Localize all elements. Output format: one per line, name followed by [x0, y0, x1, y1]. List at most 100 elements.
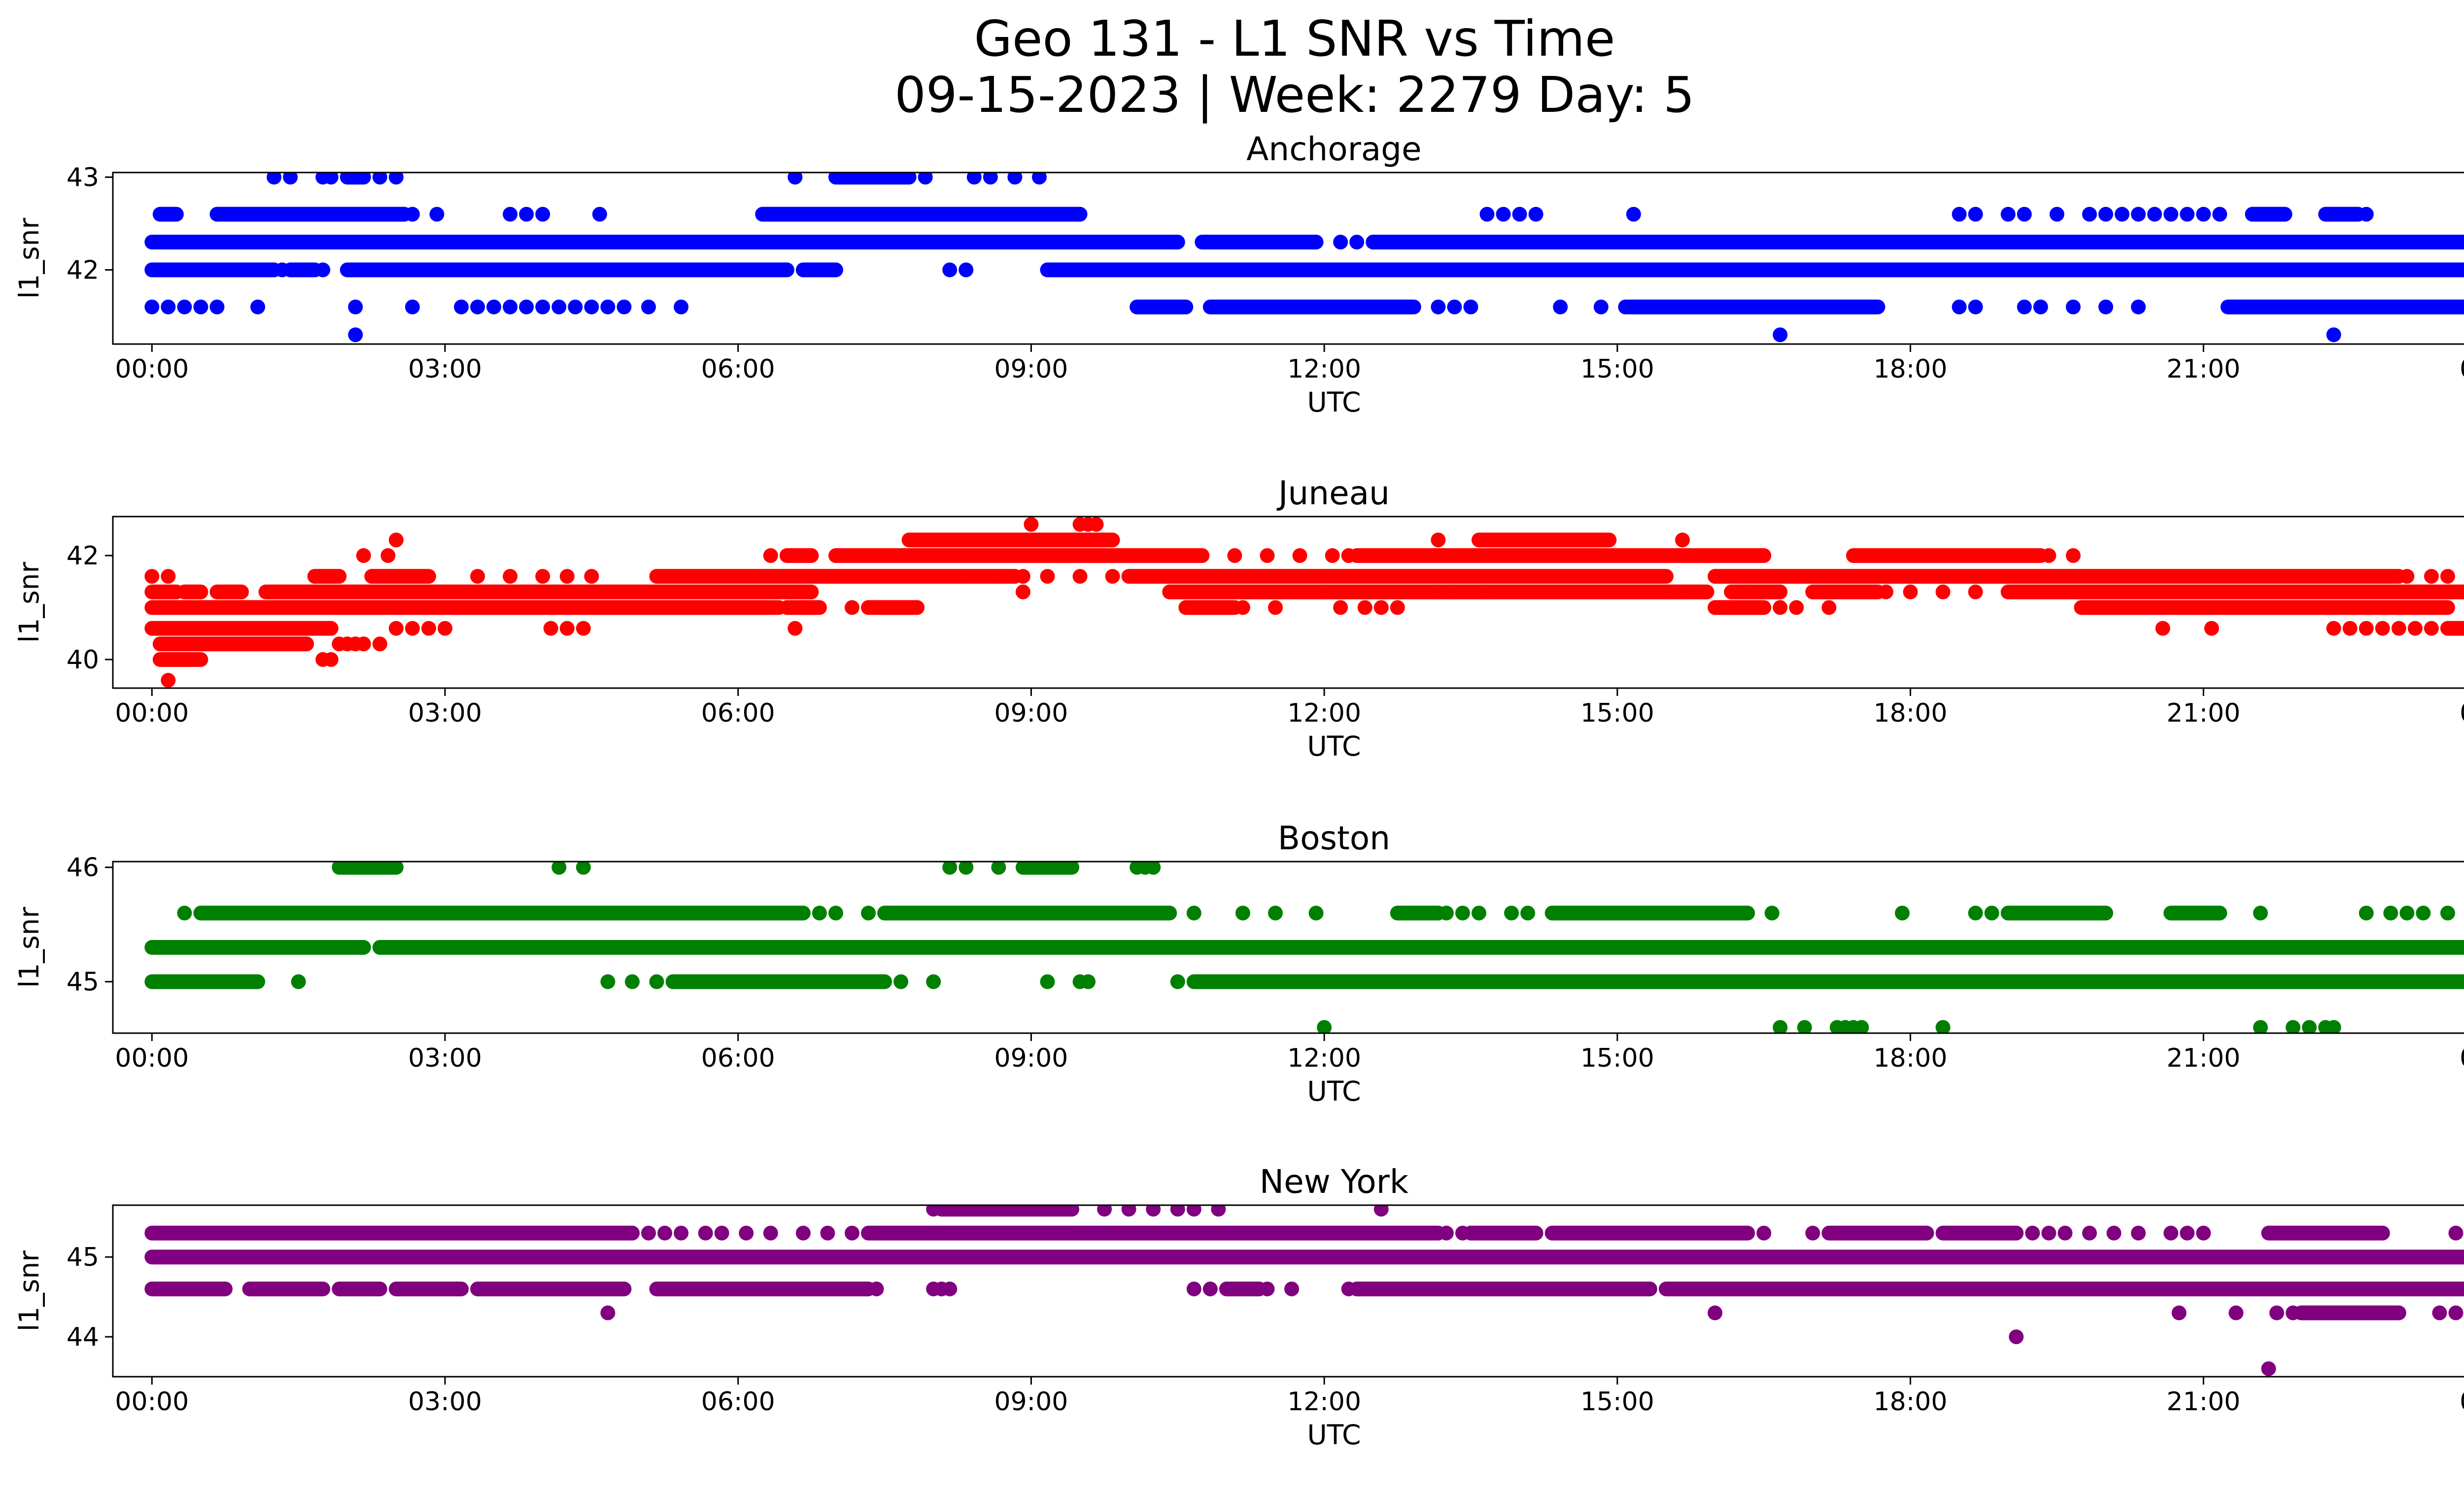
data-point	[1675, 532, 1690, 548]
data-point	[1708, 1305, 1723, 1321]
data-point	[942, 1205, 958, 1217]
data-point	[983, 173, 998, 185]
x-tick-label: 00:00	[115, 354, 189, 384]
data-point	[966, 173, 982, 185]
data-point	[421, 621, 436, 636]
x-tick-label: 12:00	[1287, 698, 1361, 728]
data-point	[861, 905, 876, 921]
subplot-title: Anchorage	[1246, 130, 1422, 168]
data-series	[144, 517, 2464, 688]
data-point	[1146, 862, 1161, 875]
data-point	[641, 1225, 656, 1241]
data-point	[2253, 1020, 2268, 1033]
data-point	[2448, 1305, 2464, 1321]
data-point	[1968, 584, 1983, 599]
y-tick-label: 42	[67, 541, 99, 571]
data-point	[2326, 621, 2341, 636]
data-point	[2286, 1020, 2301, 1033]
data-point	[348, 299, 363, 314]
data-point	[674, 1225, 689, 1241]
axes-frame	[112, 1204, 2464, 1378]
data-point	[763, 1225, 778, 1241]
data-point	[624, 1225, 640, 1241]
data-point	[1292, 548, 1307, 563]
y-axis-label: l1_snr	[13, 218, 45, 299]
data-point	[795, 600, 811, 615]
data-point	[624, 974, 640, 989]
data-point	[1895, 905, 1910, 921]
data-point	[2025, 1225, 2040, 1241]
x-tick-label: 21:00	[2166, 354, 2240, 384]
figure-subtitle: 09-15-2023 | Week: 2279 Day: 5	[894, 66, 1694, 124]
y-axis-label: l1_snr	[13, 562, 45, 643]
data-point	[893, 974, 909, 989]
data-point	[1040, 974, 1055, 989]
data-point	[2033, 299, 2048, 314]
x-tick-label: 03:00	[408, 354, 482, 384]
data-point	[388, 621, 404, 636]
data-point	[372, 636, 387, 652]
data-point	[926, 974, 941, 989]
data-point	[1031, 173, 1047, 185]
data-point	[1951, 299, 1967, 314]
y-axis-label: l1_snr	[13, 1251, 45, 1331]
data-point	[926, 1205, 941, 1217]
data-point	[2049, 207, 2064, 222]
data-point	[2399, 905, 2415, 921]
data-point	[1227, 548, 1242, 563]
data-point	[267, 173, 282, 185]
data-point	[1373, 600, 1389, 615]
data-point	[641, 299, 656, 314]
data-point	[714, 1225, 729, 1241]
axes-frame	[112, 861, 2464, 1034]
data-point	[1268, 905, 1283, 921]
x-axis-label: UTC	[1307, 386, 1361, 418]
data-point	[739, 1225, 754, 1241]
data-point	[2082, 1225, 2097, 1241]
x-tick-label: 12:00	[1287, 354, 1361, 384]
data-point	[535, 299, 550, 314]
data-point	[1479, 584, 1495, 599]
data-point	[1357, 600, 1372, 615]
data-point	[1756, 1225, 1772, 1241]
data-point	[2424, 621, 2439, 636]
data-point	[1854, 1020, 1869, 1033]
data-point	[323, 652, 339, 667]
x-tick-label: 21:00	[2166, 1387, 2240, 1417]
subplot-title: Boston	[1278, 819, 1390, 857]
data-point	[356, 548, 371, 563]
data-point	[2440, 905, 2455, 921]
data-point	[1089, 517, 1104, 532]
data-point	[828, 905, 843, 921]
data-point	[787, 173, 803, 185]
data-point	[795, 1225, 811, 1241]
data-point	[503, 299, 518, 314]
x-tick-label: 06:00	[701, 1043, 775, 1073]
data-point	[1512, 207, 1527, 222]
data-point	[975, 1205, 990, 1217]
data-point	[559, 569, 575, 584]
data-point	[1504, 905, 1519, 921]
data-point	[1520, 905, 1536, 921]
data-point	[1773, 600, 1788, 615]
data-point	[2041, 548, 2056, 563]
data-point	[2228, 1305, 2244, 1321]
x-tick-label: 03:00	[408, 1387, 482, 1417]
x-tick-label: 09:00	[994, 1043, 1068, 1073]
data-point	[2359, 207, 2374, 222]
x-tick-label: 00:00	[2460, 698, 2464, 728]
data-point	[1260, 548, 1275, 563]
data-point	[991, 569, 1006, 584]
data-point	[1121, 1205, 1136, 1217]
data-point	[2326, 1020, 2341, 1033]
data-point	[1072, 569, 1088, 584]
data-point	[1984, 905, 1999, 921]
data-point	[1951, 1225, 1967, 1241]
data-series	[144, 862, 2464, 1033]
data-point	[1390, 600, 1405, 615]
data-point	[1764, 905, 1780, 921]
data-point	[1805, 1225, 1820, 1241]
data-point	[2359, 621, 2374, 636]
data-point	[2066, 299, 2081, 314]
